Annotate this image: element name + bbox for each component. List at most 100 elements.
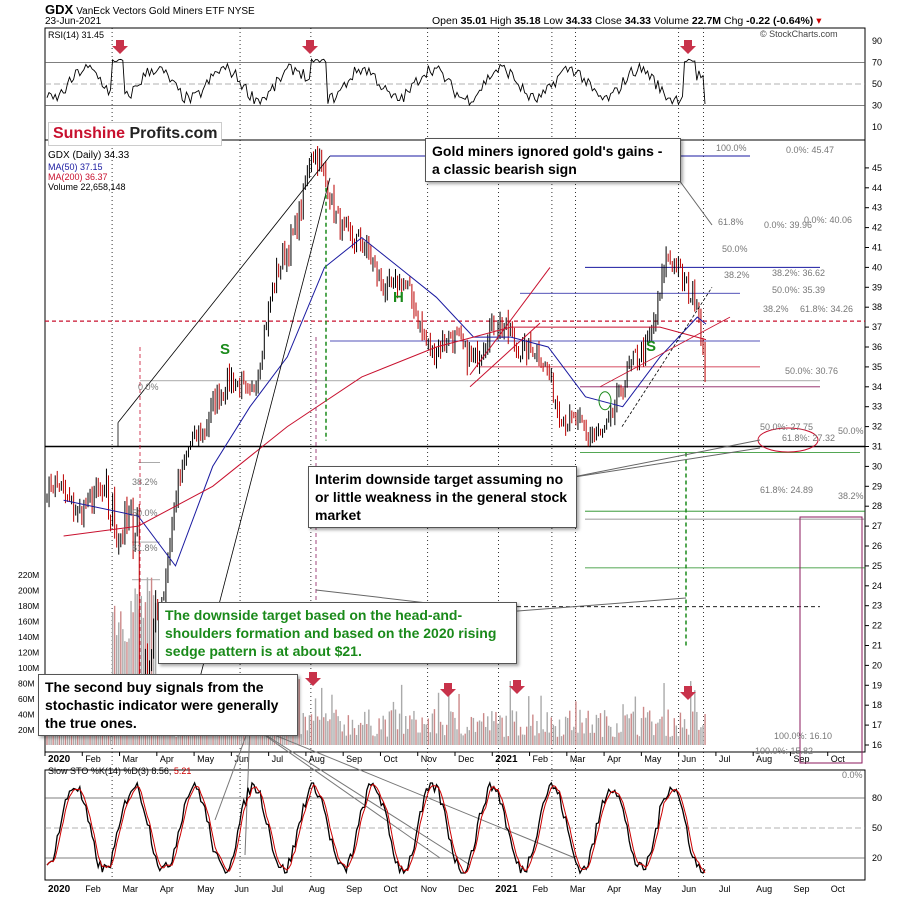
volume-bar bbox=[189, 736, 192, 745]
volume-bar bbox=[171, 731, 173, 745]
volume-bar bbox=[366, 724, 368, 745]
volume-bar bbox=[368, 709, 370, 745]
annotation-pointer bbox=[504, 597, 687, 613]
volume-bar bbox=[632, 711, 634, 745]
volume-bar bbox=[700, 727, 702, 745]
annotation-pointer bbox=[249, 724, 441, 859]
volume-bar bbox=[458, 693, 460, 745]
x-tick-label: Jul bbox=[272, 884, 284, 894]
price-tick-label: 33 bbox=[872, 402, 882, 412]
rising-wedge-line bbox=[621, 287, 713, 427]
price-tick-label: 42 bbox=[872, 223, 882, 233]
volume-bar bbox=[655, 723, 657, 745]
chg-down-icon: ▾ bbox=[816, 15, 822, 27]
volume-bar bbox=[503, 736, 505, 745]
signal-arrow-icon bbox=[305, 672, 321, 686]
volume-bar bbox=[622, 704, 624, 745]
volume-bar bbox=[567, 717, 569, 745]
volume-bar bbox=[446, 724, 448, 745]
volume-bar bbox=[364, 711, 366, 745]
volume-bar bbox=[323, 717, 325, 745]
fib-label: 38.2% bbox=[724, 270, 750, 280]
low-value: 34.33 bbox=[565, 15, 593, 27]
volume-bar bbox=[523, 734, 526, 745]
sto-tick-label: 50 bbox=[872, 823, 882, 833]
x-tick-label: Nov bbox=[421, 754, 438, 764]
volume-bar bbox=[70, 730, 73, 745]
volume-bar bbox=[569, 710, 571, 745]
open-value: 35.01 bbox=[460, 15, 487, 27]
volume-bar bbox=[314, 698, 317, 745]
volume-bar bbox=[58, 727, 60, 745]
volume-bar bbox=[134, 588, 136, 745]
volume-bar bbox=[595, 714, 598, 745]
volume-bar bbox=[251, 728, 253, 745]
sto-k-line bbox=[46, 781, 706, 875]
volume-bar bbox=[46, 732, 48, 745]
volume-bar bbox=[321, 687, 323, 745]
volume-bar bbox=[702, 725, 704, 745]
x-tick-label: Sep bbox=[793, 754, 809, 764]
volume-bar bbox=[626, 714, 628, 745]
price-tick-label: 25 bbox=[872, 561, 882, 571]
volume-bar bbox=[349, 734, 352, 745]
volume-bar bbox=[485, 726, 487, 745]
volume-bar bbox=[548, 732, 550, 745]
volume-bar bbox=[275, 734, 278, 745]
volume-bar bbox=[267, 732, 270, 745]
volume-bar bbox=[376, 733, 378, 745]
volume-bar bbox=[372, 735, 374, 745]
volume-bar bbox=[329, 719, 331, 745]
x-tick-label: Mar bbox=[570, 754, 586, 764]
logo: Sunshine Profits.com bbox=[48, 122, 223, 146]
volume-bar bbox=[437, 692, 440, 745]
x-tick-label: Oct bbox=[831, 754, 846, 764]
volume-bar bbox=[665, 735, 667, 745]
volume-bar bbox=[599, 713, 602, 745]
fib-label: 61.8% bbox=[718, 217, 744, 227]
price-tick-label: 22 bbox=[872, 621, 882, 631]
volume-label: Volume bbox=[653, 15, 689, 27]
price-tick-label: 40 bbox=[872, 262, 882, 272]
fib-label: 61.8%: 24.89 bbox=[760, 485, 814, 495]
price-tick-label: 38 bbox=[872, 302, 882, 312]
volume-bar bbox=[452, 712, 454, 745]
volume-bar bbox=[499, 715, 501, 745]
volume-bar bbox=[511, 710, 514, 745]
volume-bar bbox=[517, 735, 520, 745]
fib-label: 0.0% bbox=[138, 382, 159, 392]
fib-label: 50.0% bbox=[722, 244, 748, 254]
fib-label: 100.0%: 15.82 bbox=[755, 746, 814, 756]
x-tick-label: Mar bbox=[570, 884, 586, 894]
volume-tick-label: 20M bbox=[18, 725, 35, 735]
sto-panel-frame bbox=[44, 769, 866, 881]
volume-value: 22.7M bbox=[691, 15, 722, 27]
volume-tick-label: 40M bbox=[18, 710, 35, 720]
x-tick-label: Feb bbox=[533, 754, 549, 764]
x-tick-label: May bbox=[197, 754, 215, 764]
volume-bar bbox=[154, 602, 157, 745]
x-tick-label: Oct bbox=[831, 884, 846, 894]
x-tick-label: Jul bbox=[719, 754, 731, 764]
volume-bar bbox=[636, 734, 639, 745]
volume-tick-label: 200M bbox=[18, 586, 39, 596]
volume-bar bbox=[298, 679, 300, 745]
price-tick-label: 34 bbox=[872, 382, 882, 392]
volume-bar bbox=[634, 696, 637, 745]
price-tick-label: 23 bbox=[872, 601, 882, 611]
volume-bar bbox=[616, 723, 618, 745]
channel-line bbox=[469, 322, 541, 388]
sto-k-value: 8.56, bbox=[151, 766, 172, 776]
volume-bar bbox=[577, 732, 579, 745]
volume-bar bbox=[501, 717, 503, 745]
volume-bar bbox=[378, 718, 380, 745]
volume-bar bbox=[593, 732, 596, 745]
volume-bar bbox=[302, 713, 304, 745]
fib-label: 0.0%: 45.47 bbox=[786, 145, 835, 155]
logo-part1: Sunshine bbox=[53, 125, 126, 142]
volume-bar bbox=[534, 735, 536, 745]
high-value: 35.18 bbox=[514, 15, 541, 27]
volume-bar bbox=[513, 721, 516, 745]
x-tick-label: Jun bbox=[234, 884, 249, 894]
price-tick-label: 24 bbox=[872, 581, 882, 591]
